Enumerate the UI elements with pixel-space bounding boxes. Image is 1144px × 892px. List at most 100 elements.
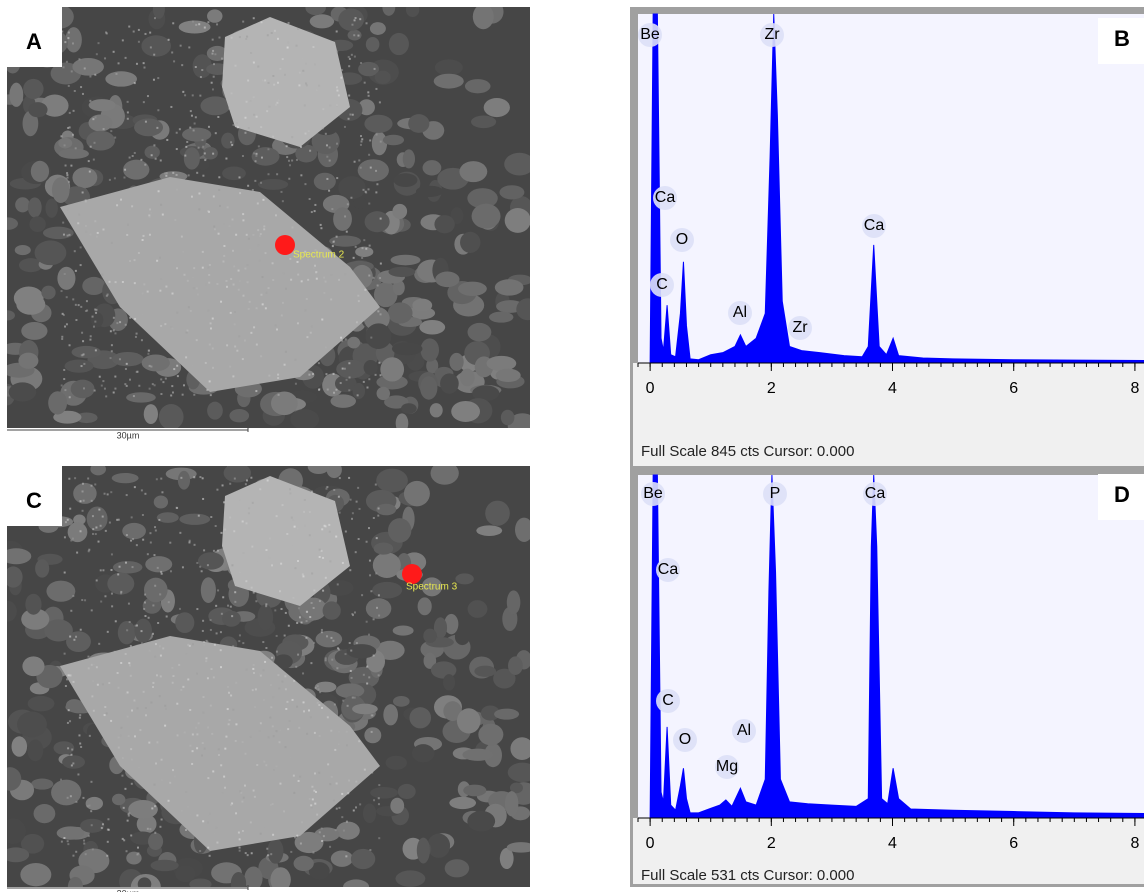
speck [142, 234, 145, 237]
speck [286, 532, 289, 535]
speck [318, 555, 321, 558]
speck [331, 245, 334, 248]
speck [121, 774, 124, 777]
speck [336, 667, 339, 670]
speck [156, 126, 159, 129]
speck [364, 288, 367, 291]
speck [277, 377, 280, 380]
speck [149, 541, 152, 544]
speck [254, 160, 257, 163]
peak-label: Ca [655, 189, 676, 206]
speck [106, 293, 109, 296]
speck [94, 116, 97, 119]
grain [145, 556, 173, 573]
speck [291, 159, 294, 162]
grain [390, 254, 421, 266]
speck [92, 325, 95, 328]
speck [239, 790, 242, 793]
speck [224, 747, 227, 750]
speck [142, 101, 145, 104]
speck [171, 327, 174, 330]
speck [297, 27, 300, 30]
speck [378, 614, 381, 617]
speck [254, 706, 257, 709]
speck [80, 86, 83, 89]
speck [232, 645, 235, 648]
speck [344, 215, 347, 218]
speck [148, 233, 151, 236]
speck [199, 476, 202, 479]
speck [327, 763, 330, 766]
speck [231, 615, 234, 618]
speck [169, 541, 172, 544]
speck [198, 23, 201, 26]
speck [362, 673, 365, 676]
speck [350, 676, 353, 679]
speck [374, 373, 377, 376]
grain [123, 159, 150, 180]
speck [332, 799, 335, 802]
speck [275, 730, 278, 733]
speck [207, 846, 210, 849]
speck [281, 301, 284, 304]
speck [255, 154, 258, 157]
grain [141, 354, 170, 372]
grain [57, 266, 76, 290]
speck [345, 855, 348, 858]
speck [275, 515, 278, 518]
grain [387, 518, 412, 543]
speck [180, 476, 183, 479]
speck [70, 609, 73, 612]
grain [207, 401, 223, 420]
speck [238, 280, 241, 283]
speck [305, 620, 308, 623]
grain [14, 245, 31, 256]
grain [294, 831, 324, 854]
speck [310, 662, 313, 665]
speck [351, 113, 354, 116]
speck [79, 500, 82, 503]
speck [162, 647, 165, 650]
speck [223, 254, 226, 257]
grain [382, 7, 396, 16]
speck [175, 148, 178, 151]
speck [87, 550, 90, 553]
speck [197, 514, 200, 517]
spectrum-marker [275, 235, 295, 255]
grain [134, 118, 164, 137]
speck [165, 285, 168, 288]
speck [277, 373, 280, 376]
caption: Full Scale 845 cts Cursor: 0.000 [641, 443, 854, 460]
speck [365, 22, 368, 25]
speck [152, 686, 155, 689]
grain [427, 833, 451, 858]
speck [213, 63, 216, 66]
speck [217, 754, 220, 757]
speck [271, 725, 274, 728]
speck [148, 387, 151, 390]
speck [279, 67, 282, 70]
speck [226, 685, 229, 688]
speck [226, 206, 229, 209]
speck [185, 145, 188, 148]
speck [212, 770, 215, 773]
speck [193, 393, 196, 396]
speck [378, 784, 381, 787]
grain [411, 744, 435, 763]
speck [153, 53, 156, 56]
speck [259, 488, 262, 491]
speck [255, 152, 258, 155]
speck [365, 247, 368, 250]
speck [114, 375, 117, 378]
grain [409, 707, 432, 729]
speck [209, 394, 212, 397]
speck [178, 607, 181, 610]
speck [186, 329, 189, 332]
speck [241, 520, 244, 523]
speck [373, 799, 376, 802]
speck [147, 352, 150, 355]
speck [310, 211, 313, 214]
grain [440, 373, 459, 394]
speck [143, 607, 146, 610]
grain [336, 359, 367, 379]
